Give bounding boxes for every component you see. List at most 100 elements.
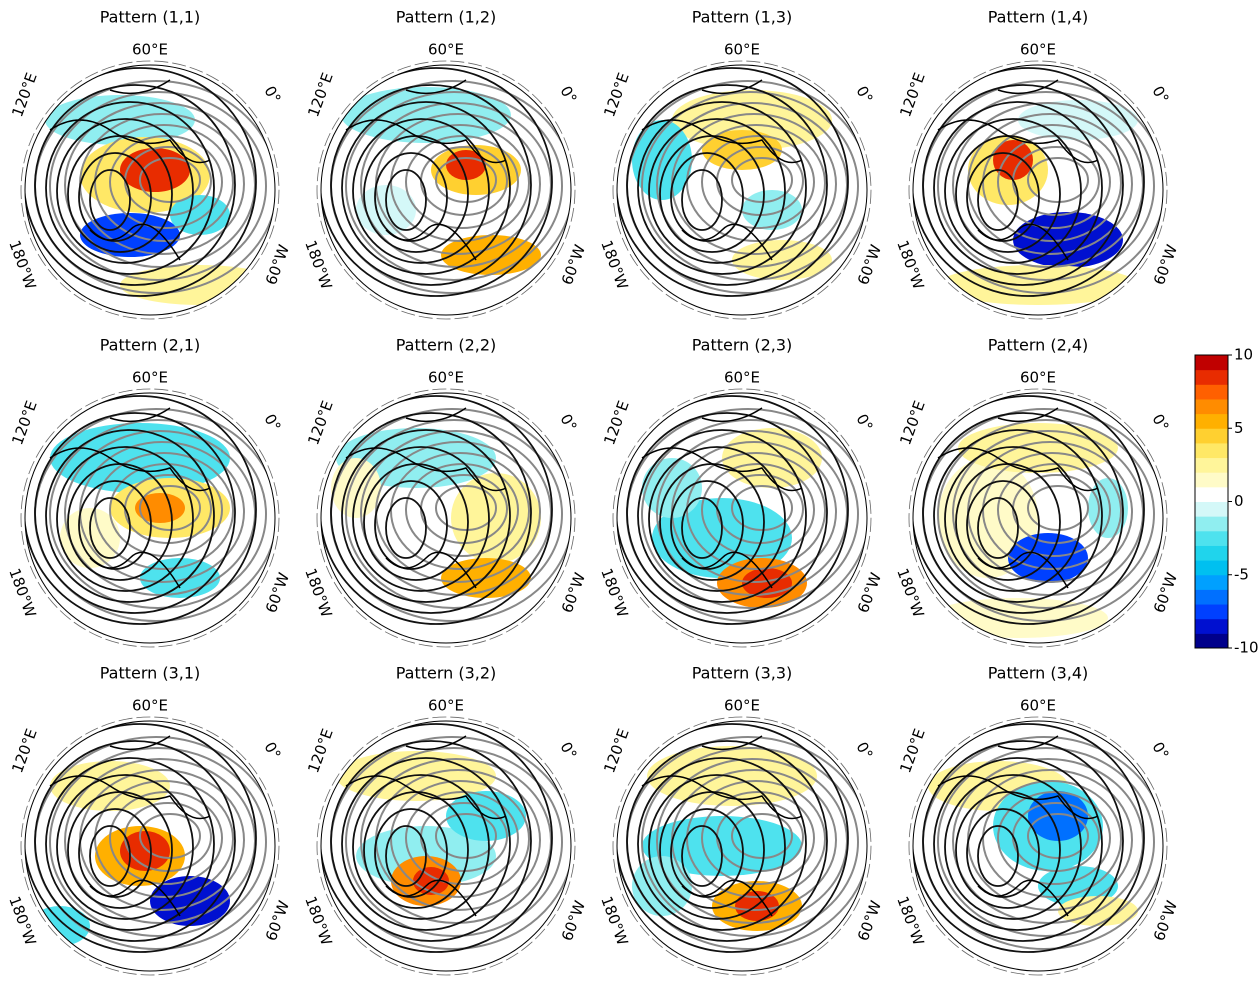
colorbar-band [1195, 575, 1228, 590]
figure: Pattern (1,1)60°E120°E0°180°W60°WPattern… [0, 0, 1258, 982]
longitude-label: 180°W [597, 238, 631, 292]
panel-title: Pattern (2,2) [396, 336, 497, 355]
panel-title: Pattern (2,1) [100, 336, 201, 355]
colorbar-band [1195, 472, 1228, 487]
longitude-label: 0° [852, 739, 876, 763]
map-panel: Pattern (3,3) 60°E 120°E 0° 180°W 60°W [597, 664, 885, 976]
longitude-label: 60°E [428, 369, 464, 387]
longitude-label: 60°W [1150, 242, 1181, 287]
longitude-label: 180°W [893, 238, 927, 292]
panel-title: Pattern (3,3) [692, 664, 793, 683]
longitude-label: 180°W [301, 894, 335, 948]
longitude-label: 60°W [854, 898, 885, 943]
colorbar-band [1195, 443, 1228, 458]
longitude-label: 180°W [301, 238, 335, 292]
colorbar-tick-label: -5 [1234, 565, 1249, 583]
colorbar-band [1195, 370, 1228, 385]
colorbar-band [1195, 458, 1228, 473]
longitude-label: 120°E [896, 70, 929, 119]
map-panel: Pattern (1,3) 60°E 120°E 0° 180°W 60°W [597, 8, 885, 320]
longitude-label: 180°W [5, 238, 39, 292]
panel-title: Pattern (1,2) [396, 8, 497, 27]
colorbar-band [1195, 560, 1228, 575]
longitude-label: 120°E [600, 398, 633, 447]
longitude-label: 120°E [304, 398, 337, 447]
longitude-label: 60°E [724, 369, 760, 387]
longitude-label: 60°W [558, 570, 589, 615]
longitude-label: 180°W [301, 566, 335, 620]
longitude-label: 60°E [428, 41, 464, 59]
longitude-label: 60°W [262, 570, 293, 615]
panel-title: Pattern (3,2) [396, 664, 497, 683]
colorbar-tick-label: 5 [1234, 419, 1244, 437]
longitude-label: 180°W [5, 566, 39, 620]
longitude-label: 0° [852, 411, 876, 435]
longitude-label: 60°E [132, 41, 168, 59]
colorbar-band [1195, 516, 1228, 531]
anomaly-blob [140, 558, 220, 598]
colorbar-band [1195, 355, 1228, 370]
longitude-label: 60°E [1020, 369, 1056, 387]
longitude-label: 60°W [558, 242, 589, 287]
colorbar-band [1195, 589, 1228, 604]
map-panel: Pattern (2,4) 60°E 120°E 0° 180°W 60°W [893, 336, 1181, 648]
longitude-label: 120°E [600, 726, 633, 775]
longitude-label: 0° [556, 83, 580, 107]
colorbar-band [1195, 399, 1228, 414]
longitude-label: 60°E [132, 369, 168, 387]
colorbar-band [1195, 531, 1228, 546]
map-panel: Pattern (2,2) 60°E 120°E 0° 180°W 60°W [301, 336, 589, 648]
polar-map [24, 65, 280, 315]
longitude-label: 60°W [1150, 570, 1181, 615]
longitude-label: 60°W [558, 898, 589, 943]
colorbar-tick-label: 0 [1234, 492, 1244, 510]
longitude-label: 180°W [5, 894, 39, 948]
anomaly-blob [1018, 100, 1138, 140]
colorbar: 10 5 0 -5 -10 [1195, 346, 1258, 657]
longitude-label: 0° [556, 411, 580, 435]
longitude-label: 0° [852, 83, 876, 107]
map-panel: Pattern (3,4) 60°E 120°E 0° 180°W 60°W [893, 664, 1181, 976]
longitude-label: 60°E [132, 697, 168, 715]
colorbar-band [1195, 487, 1228, 502]
longitude-label: 0° [1148, 411, 1172, 435]
longitude-label: 60°E [1020, 41, 1056, 59]
colorbar-band [1195, 502, 1228, 517]
colorbar-band [1195, 604, 1228, 619]
colorbar-tick-label: -10 [1234, 639, 1258, 657]
longitude-label: 180°W [597, 894, 631, 948]
longitude-label: 0° [260, 83, 284, 107]
longitude-label: 60°W [1150, 898, 1181, 943]
colorbar-band [1195, 428, 1228, 443]
longitude-label: 120°E [304, 726, 337, 775]
longitude-label: 120°E [8, 70, 41, 119]
panel-title: Pattern (2,3) [692, 336, 793, 355]
panel-title: Pattern (3,1) [100, 664, 201, 683]
longitude-label: 120°E [896, 726, 929, 775]
longitude-label: 120°E [600, 70, 633, 119]
longitude-label: 60°E [724, 41, 760, 59]
longitude-label: 180°W [893, 566, 927, 620]
panel-title: Pattern (1,3) [692, 8, 793, 27]
longitude-label: 60°E [1020, 697, 1056, 715]
longitude-label: 180°W [893, 894, 927, 948]
colorbar-band [1195, 619, 1228, 634]
longitude-label: 0° [1148, 739, 1172, 763]
longitude-label: 120°E [896, 398, 929, 447]
longitude-label: 60°E [428, 697, 464, 715]
colorbar-band [1195, 414, 1228, 429]
colorbar-tick-label: 10 [1234, 346, 1253, 364]
longitude-label: 60°W [262, 898, 293, 943]
longitude-label: 0° [1148, 83, 1172, 107]
longitude-label: 60°E [724, 697, 760, 715]
panel-title: Pattern (2,4) [988, 336, 1089, 355]
panel-title: Pattern (3,4) [988, 664, 1089, 683]
longitude-label: 60°W [854, 570, 885, 615]
longitude-label: 60°W [854, 242, 885, 287]
map-panel: Pattern (1,2)60°E120°E0°180°W60°W [301, 8, 589, 320]
